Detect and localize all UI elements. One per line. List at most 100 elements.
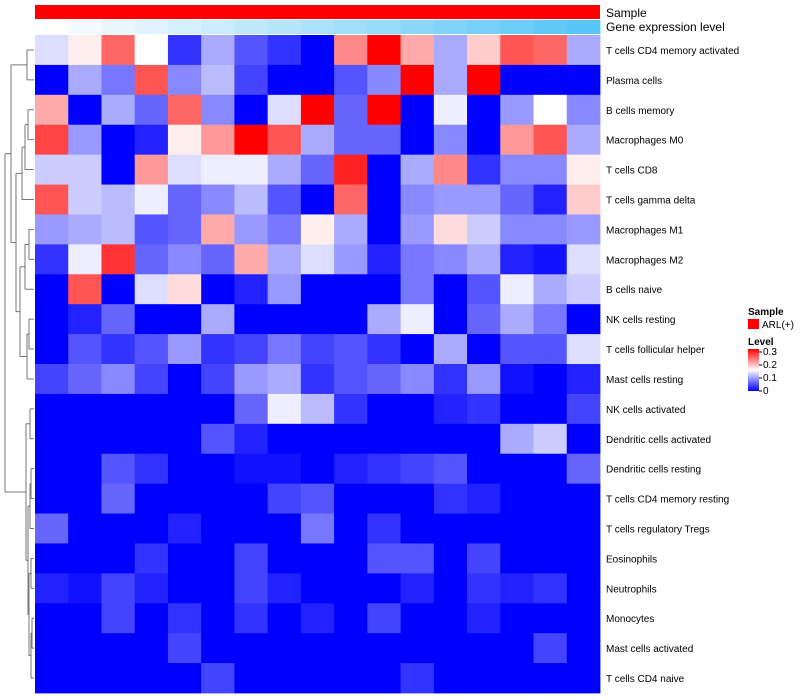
heatmap-cell [533,453,568,485]
heatmap-cell [134,513,169,544]
heatmap-cell [433,154,468,185]
heatmap-cell [467,663,501,694]
row-label: Plasma cells [606,76,662,87]
sample-track-label: Sample [606,6,647,20]
heatmap-cell [300,603,335,634]
heatmap-cell [201,214,235,245]
heatmap-cell [68,64,102,96]
heatmap-cell [300,124,335,156]
heatmap-cell [167,393,202,425]
heatmap-cell [300,423,335,455]
heatmap-cell [533,633,568,664]
heatmap-cell [267,453,302,485]
sample-annotation-bar [35,5,600,19]
heatmap-cell [35,393,69,425]
heatmap-cell [134,154,169,185]
heatmap-cell [500,334,534,365]
legend-sample-entry: ARL(+) [762,320,794,331]
expression-bar-cell [267,20,302,34]
heatmap-cell [101,633,136,664]
heatmap-cell [334,603,368,634]
heatmap-cell [134,393,169,425]
heatmap-cell [334,334,368,365]
row-label: Eosinophils [606,554,657,565]
heatmap-cell [433,64,468,96]
expression-bar-cell [467,20,501,34]
heatmap-cell [68,154,102,185]
heatmap-cell [167,364,202,395]
heatmap-cell [201,603,235,634]
heatmap-cell [300,35,335,66]
heatmap-cell [533,154,568,185]
row-label: T cells CD4 memory activated [606,46,739,57]
heatmap-cell [234,453,269,485]
heatmap-cell [367,64,401,96]
heatmap-cell [500,94,534,126]
heatmap-cell [367,274,401,305]
heatmap-cell [35,543,69,574]
row-label: T cells CD4 naive [606,674,685,685]
heatmap-cell [367,663,401,694]
heatmap-cell [500,603,534,634]
heatmap-cell [400,364,435,395]
heatmap-cell [267,633,302,664]
heatmap-cell [201,334,235,365]
heatmap-cell [367,453,401,485]
heatmap-cell [300,304,335,335]
heatmap-cell [201,154,235,185]
heatmap-cell [533,64,568,96]
heatmap-cell [167,334,202,365]
heatmap-cell [68,334,102,365]
heatmap-cell [267,244,302,275]
heatmap-cell [467,543,501,574]
row-label: NK cells activated [606,405,685,416]
heatmap-cell [101,64,136,96]
heatmap-cell [467,304,501,335]
heatmap-cell [500,513,534,544]
heatmap-cell [68,244,102,275]
heatmap-cell [334,573,368,604]
heatmap-cell [234,124,269,156]
heatmap-cell [101,124,136,156]
heatmap-cell [500,244,534,275]
heatmap-cell [101,214,136,245]
heatmap-cell [400,304,435,335]
heatmap-cell [300,483,335,514]
heatmap-cell [101,184,136,215]
heatmap-cell [35,184,69,215]
heatmap-cell [68,35,102,66]
expression-bar-cell [533,20,568,34]
heatmap-cell [35,35,69,66]
heatmap-cell [234,663,269,694]
heatmap-cell [68,543,102,574]
heatmap-cell [201,244,235,275]
heatmap-cell [566,124,601,156]
heatmap-cell [367,603,401,634]
heatmap-cell [334,663,368,694]
heatmap-cell [35,513,69,544]
heatmap-cell [467,603,501,634]
heatmap-cell [68,633,102,664]
heatmap-cell [467,64,501,96]
heatmap-cell [533,543,568,574]
heatmap-cell [68,393,102,425]
heatmap-cell [101,423,136,455]
heatmap-cell [433,663,468,694]
heatmap-cell [400,393,435,425]
heatmap-cell [467,94,501,126]
heatmap-cell [566,334,601,365]
heatmap-cell [500,124,534,156]
heatmap-cell [267,64,302,96]
heatmap-cell [35,603,69,634]
heatmap-cell [533,573,568,604]
heatmap-cell [35,573,69,604]
legend-sample-title: Sample [748,307,784,318]
heatmap-cell [134,603,169,634]
heatmap-cell [433,244,468,275]
heatmap-cell [167,663,202,694]
heatmap-cell [234,513,269,544]
heatmap-cell [234,603,269,634]
heatmap-cell [566,154,601,185]
expression-bar-cell [35,20,69,34]
heatmap-cell [433,274,468,305]
